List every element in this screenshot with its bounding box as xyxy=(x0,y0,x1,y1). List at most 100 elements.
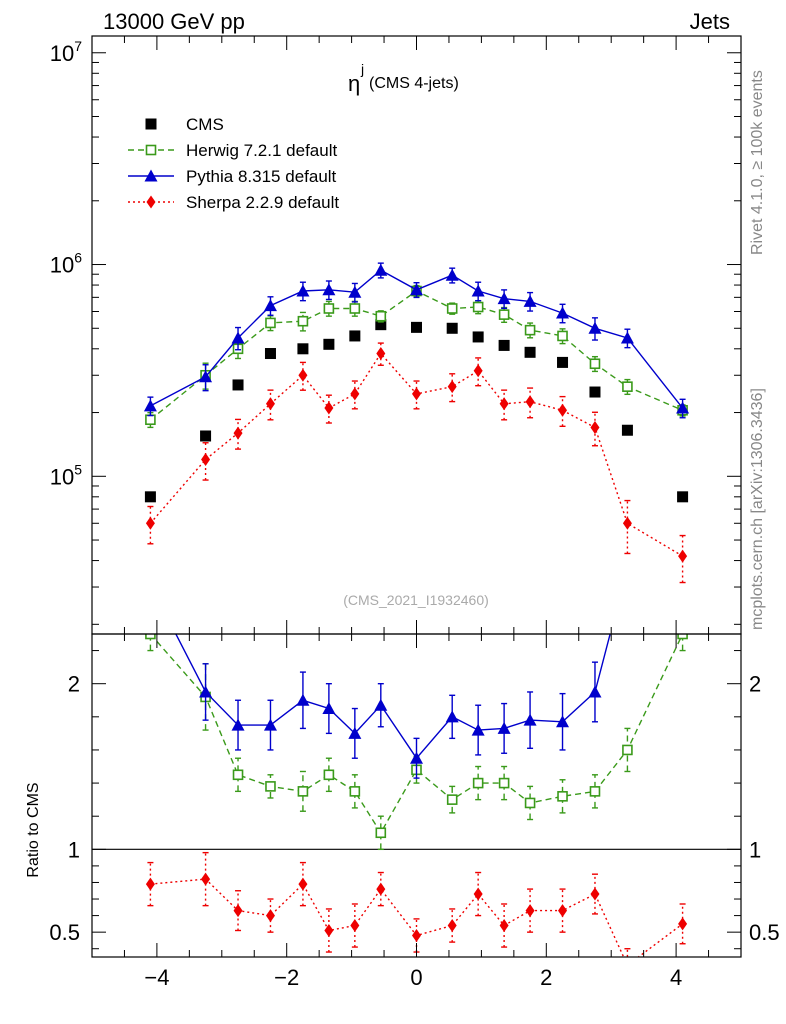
herwig-ratio-point xyxy=(265,781,276,792)
pythia-ratio-point xyxy=(676,528,689,540)
sherpa-point xyxy=(265,397,275,411)
sherpa-ratio-point xyxy=(376,882,386,896)
pythia-point xyxy=(471,284,485,297)
legend-pythia-marker xyxy=(144,169,158,182)
herwig-ratio-point xyxy=(349,786,361,797)
pythia-ratio-point xyxy=(144,578,157,590)
pythia-point xyxy=(296,284,310,297)
cms-point xyxy=(621,424,633,436)
sherpa-ratio-point xyxy=(623,959,632,972)
sherpa-ratio-point xyxy=(298,877,308,891)
herwig-ratio-point xyxy=(375,827,387,839)
title-rest: (CMS 4-jets) xyxy=(369,75,459,92)
herwig-point xyxy=(446,303,458,314)
pythia-ratio-point xyxy=(497,721,511,734)
pythia-point xyxy=(348,285,362,298)
x-tick-label: 2 xyxy=(540,965,552,990)
legend-pythia-label: Pythia 8.315 default xyxy=(186,167,337,186)
sherpa-ratio-point xyxy=(558,904,568,918)
sherpa-point xyxy=(201,453,211,467)
pythia-point xyxy=(199,370,213,383)
herwig-point xyxy=(557,330,568,342)
herwig-point xyxy=(349,303,361,314)
sherpa-ratio-point xyxy=(324,923,334,937)
y-tick-label-exponent: 6 xyxy=(74,250,82,266)
sherpa-ratio-point xyxy=(590,887,600,901)
herwig-ratio-point xyxy=(677,634,688,640)
herwig-ratio-line xyxy=(149,634,684,835)
x-tick-label: −4 xyxy=(144,965,169,990)
herwig-ratio-point xyxy=(446,794,458,805)
pythia-point xyxy=(263,299,277,312)
site-label: mcplots.cern.ch [arXiv:1306.3436] xyxy=(749,388,766,630)
herwig-point xyxy=(375,310,387,322)
herwig-point xyxy=(498,309,510,320)
herwig-ratio-point xyxy=(472,777,484,789)
pythia-point xyxy=(374,263,388,276)
pythia-ratio-point xyxy=(556,715,570,728)
ratio-tick-label-left: 0.5 xyxy=(49,920,80,945)
cms-point xyxy=(589,386,601,398)
pythia-ratio-point xyxy=(263,718,277,731)
herwig-ratio-point xyxy=(622,744,633,756)
y-tick-label: 105 xyxy=(50,461,82,489)
cms-point xyxy=(232,379,244,391)
y-tick-label-base: 10 xyxy=(50,41,74,66)
y-tick-label-base: 10 xyxy=(50,253,74,278)
cms-point xyxy=(323,338,335,350)
pythia-ratio-point xyxy=(231,718,245,731)
herwig-point xyxy=(622,381,633,392)
cms-point xyxy=(264,348,276,360)
legend: CMS Herwig 7.2.1 default Pythia 8.315 defa… xyxy=(128,115,339,212)
pythia-ratio-point xyxy=(445,710,459,723)
sherpa-point xyxy=(525,395,535,409)
y-tick-label-exponent: 7 xyxy=(74,38,82,54)
cms-point xyxy=(677,491,689,503)
x-tick-label: 4 xyxy=(670,965,682,990)
cms-point xyxy=(498,339,510,351)
sherpa-point xyxy=(412,387,421,401)
sherpa-point xyxy=(558,403,568,417)
cms-point xyxy=(557,356,569,368)
sherpa-ratio-point xyxy=(350,919,360,933)
sherpa-point xyxy=(376,347,386,361)
title-superscript: j xyxy=(360,61,364,77)
sherpa-point xyxy=(350,387,360,401)
pythia-ratio-point xyxy=(322,702,336,715)
cms-point xyxy=(297,343,309,355)
legend-sherpa-label: Sherpa 2.2.9 default xyxy=(186,193,339,212)
legend-cms-label: CMS xyxy=(186,115,224,134)
pythia-point xyxy=(556,306,570,319)
pythia-ratio-point xyxy=(410,751,423,764)
herwig-ratio-point xyxy=(145,634,156,640)
cms-point xyxy=(200,430,212,442)
analysis-id: (CMS_2021_I1932460) xyxy=(343,592,489,608)
plot-title: η j (CMS 4-jets) xyxy=(348,61,459,96)
cms-point xyxy=(144,491,156,503)
cms-point xyxy=(375,319,387,331)
herwig-ratio-point xyxy=(297,786,309,797)
sherpa-ratio-point xyxy=(265,909,275,923)
herwig-ratio-point xyxy=(498,777,510,789)
herwig-ratio-point xyxy=(232,769,244,781)
sherpa-ratio-point xyxy=(499,919,509,933)
legend-herwig-label: Herwig 7.2.1 default xyxy=(186,141,337,160)
sherpa-point xyxy=(499,397,509,411)
sherpa-ratio-point xyxy=(678,917,688,931)
herwig-line xyxy=(149,290,683,421)
sherpa-point xyxy=(233,426,243,440)
sherpa-point xyxy=(298,368,308,382)
category-label: Jets xyxy=(690,9,730,34)
pythia-ratio-point xyxy=(588,685,602,698)
sherpa-ratio-point xyxy=(447,919,457,933)
pythia-point xyxy=(620,331,634,344)
sherpa-ratio-point xyxy=(473,887,483,901)
herwig-point xyxy=(472,301,484,313)
ratio-tick-label-right: 2 xyxy=(749,672,761,697)
herwig-ratio-point xyxy=(323,769,335,781)
y-tick-label-base: 10 xyxy=(50,464,74,489)
sherpa-point xyxy=(622,516,632,530)
pythia-point xyxy=(523,294,537,307)
